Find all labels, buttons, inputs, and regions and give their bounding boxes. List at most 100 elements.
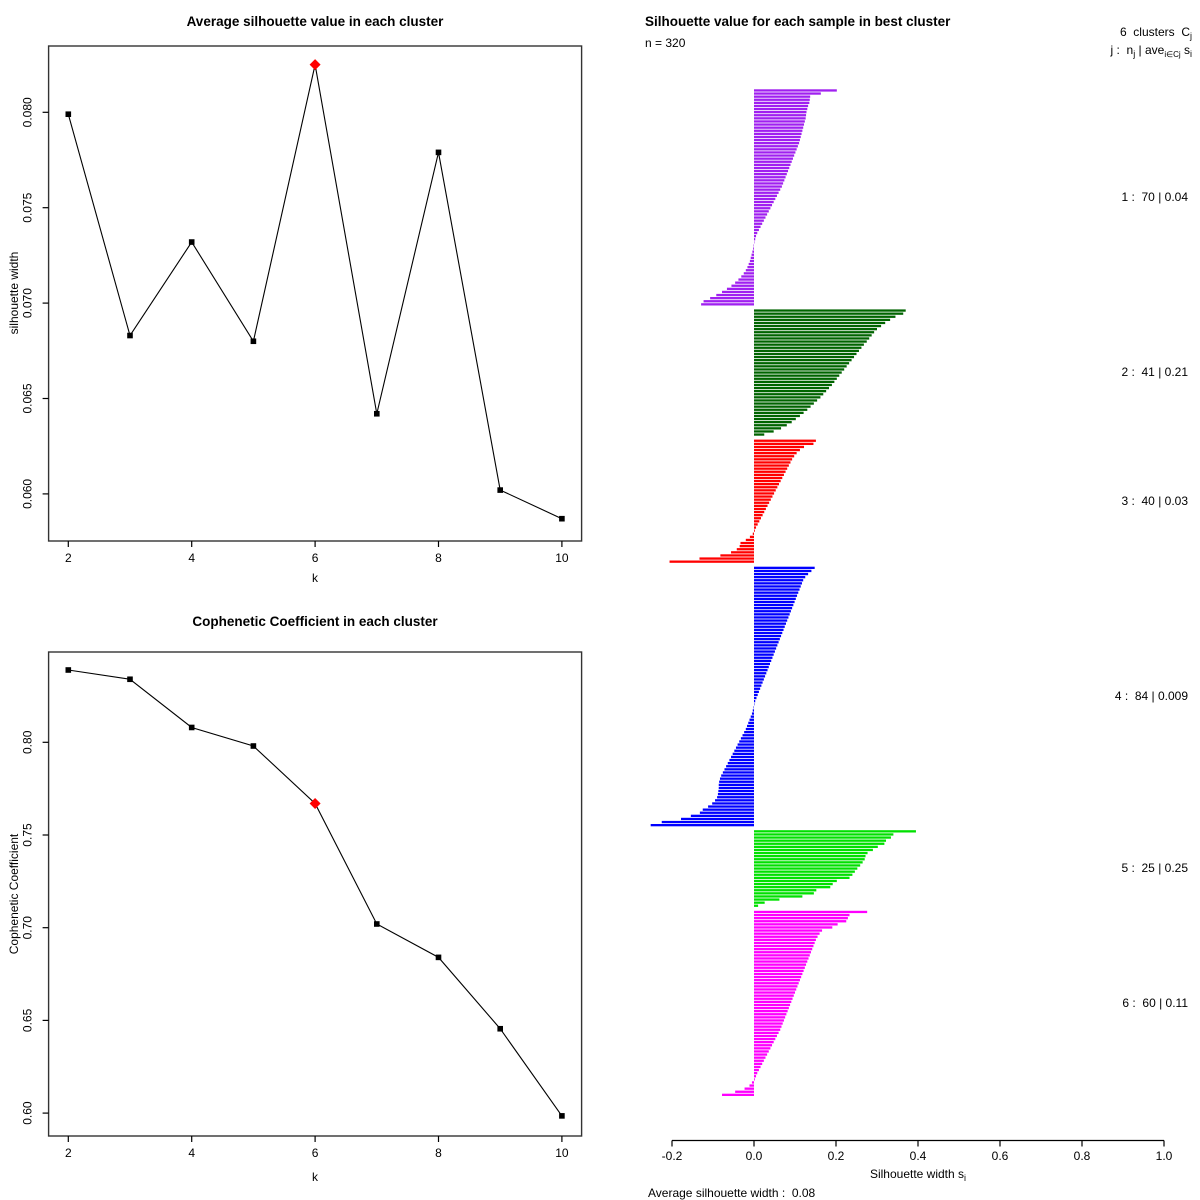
silhouette-bar: [741, 275, 754, 278]
silhouette-bar: [754, 870, 855, 873]
silhouette-bar: [754, 185, 782, 188]
silhouette-bar: [754, 665, 769, 669]
silhouette-bar: [699, 557, 754, 560]
silhouette-bar: [754, 433, 765, 436]
silhouette-bar: [754, 1003, 791, 1007]
silhouette-bar: [754, 427, 782, 430]
silhouette-bar: [754, 324, 882, 328]
silhouette-bar: [754, 833, 894, 836]
silhouette-bar: [754, 390, 827, 393]
silhouette-bar: [754, 445, 805, 449]
silhouette-bar: [754, 399, 818, 402]
silhouette-bar: [754, 1013, 787, 1016]
legend-nj-subscript: j: [1133, 49, 1136, 59]
silhouette-bar: [754, 641, 779, 644]
silhouette-bar: [699, 811, 754, 814]
silhouette-bar: [754, 504, 768, 507]
silhouette-bar: [754, 492, 775, 495]
silhouette-bar: [754, 123, 805, 126]
silhouette-bar: [754, 448, 800, 452]
silhouette-bar: [719, 777, 754, 780]
silhouette-bar: [754, 464, 789, 467]
silhouette-bar: [754, 678, 764, 681]
silhouette-n-label: n = 320: [645, 36, 686, 50]
silhouette-bar: [754, 458, 793, 461]
silhouette-axis-tick-label: 0.6: [992, 1149, 1009, 1163]
silhouette-bar: [754, 957, 809, 960]
silhouette-bar: [754, 920, 847, 923]
x-tick-label: 4: [188, 1146, 195, 1160]
silhouette-bar: [754, 526, 757, 529]
silhouette-bar: [754, 101, 810, 104]
x-tick-label: 6: [312, 551, 319, 565]
silhouette-bar: [738, 278, 754, 281]
silhouette-bar: [744, 731, 754, 734]
silhouette-bar: [754, 176, 786, 179]
data-point-marker: [127, 676, 133, 683]
data-point-marker: [435, 149, 442, 156]
silhouette-bar: [712, 802, 754, 805]
silhouette-bar: [717, 796, 754, 799]
silhouette-bar: [754, 892, 814, 895]
silhouette-bar: [754, 188, 781, 191]
silhouette-bar: [754, 138, 800, 142]
y-tick-label: 0.65: [21, 1008, 35, 1032]
silhouette-bar: [754, 653, 774, 656]
silhouette-bar: [754, 473, 784, 476]
silhouette-bar: [754, 495, 773, 498]
silhouette-bar: [754, 1019, 784, 1022]
silhouette-bar: [754, 142, 800, 145]
silhouette-bar: [737, 743, 754, 746]
silhouette-bar: [744, 1087, 754, 1090]
silhouette-bar: [754, 523, 758, 526]
silhouette-bar: [739, 545, 754, 548]
silhouette-bar: [754, 1044, 773, 1047]
cluster-label: 5 : 25 | 0.25: [1121, 860, 1189, 875]
silhouette-bar: [754, 951, 811, 954]
silhouette-bar: [749, 259, 754, 263]
silhouette-bar: [669, 560, 754, 563]
silhouette-bar: [754, 479, 781, 483]
silhouette-bar: [754, 1037, 776, 1041]
silhouette-bar: [754, 610, 791, 613]
silhouette-bar: [724, 768, 754, 771]
silhouette-bar: [754, 92, 821, 95]
silhouette-bar: [731, 551, 754, 554]
silhouette-bar: [754, 938, 816, 941]
silhouette-bar: [701, 303, 754, 306]
silhouette-bar: [754, 197, 776, 201]
y-tick-label: 0.065: [21, 383, 35, 413]
silhouette-bar: [754, 107, 808, 111]
cluster-label: 1 : 70 | 0.04: [1121, 189, 1189, 204]
silhouette-bar: [754, 467, 788, 470]
silhouette-bar: [722, 771, 754, 774]
silhouette-bar: [754, 318, 891, 321]
best-k-marker: [309, 59, 321, 71]
silhouette-bar: [754, 154, 795, 157]
silhouette-bar: [754, 988, 797, 991]
silhouette-bar: [754, 603, 794, 607]
silhouette-bar: [754, 672, 767, 675]
silhouette-bar: [754, 1041, 774, 1044]
cluster-label: 4 : 84 | 0.009: [1114, 688, 1188, 703]
silhouette-bar: [754, 238, 756, 241]
silhouette-bar: [754, 207, 771, 210]
silhouette-bar: [754, 656, 773, 659]
silhouette-bar: [754, 163, 791, 166]
silhouette-bar: [754, 365, 847, 368]
silhouette-bar: [754, 864, 861, 867]
legend-line1-text: 6 clusters C: [1119, 25, 1190, 39]
silhouette-bar: [754, 696, 757, 700]
silhouette-bar: [739, 740, 754, 743]
silhouette-bar: [754, 917, 848, 920]
legend-s: s: [1180, 43, 1190, 57]
silhouette-axis-tick-label: 0.2: [828, 1149, 845, 1163]
legend-line-2: j : nj | avei∈Cj si: [900, 42, 1192, 60]
silhouette-bar: [752, 250, 754, 253]
y-tick-label: 0.80: [21, 730, 35, 754]
silhouette-bar: [717, 793, 754, 796]
silhouette-bar: [754, 396, 821, 399]
silhouette-bar: [754, 569, 812, 573]
silhouette-bar: [754, 498, 771, 501]
y-tick-label: 0.070: [21, 288, 35, 318]
